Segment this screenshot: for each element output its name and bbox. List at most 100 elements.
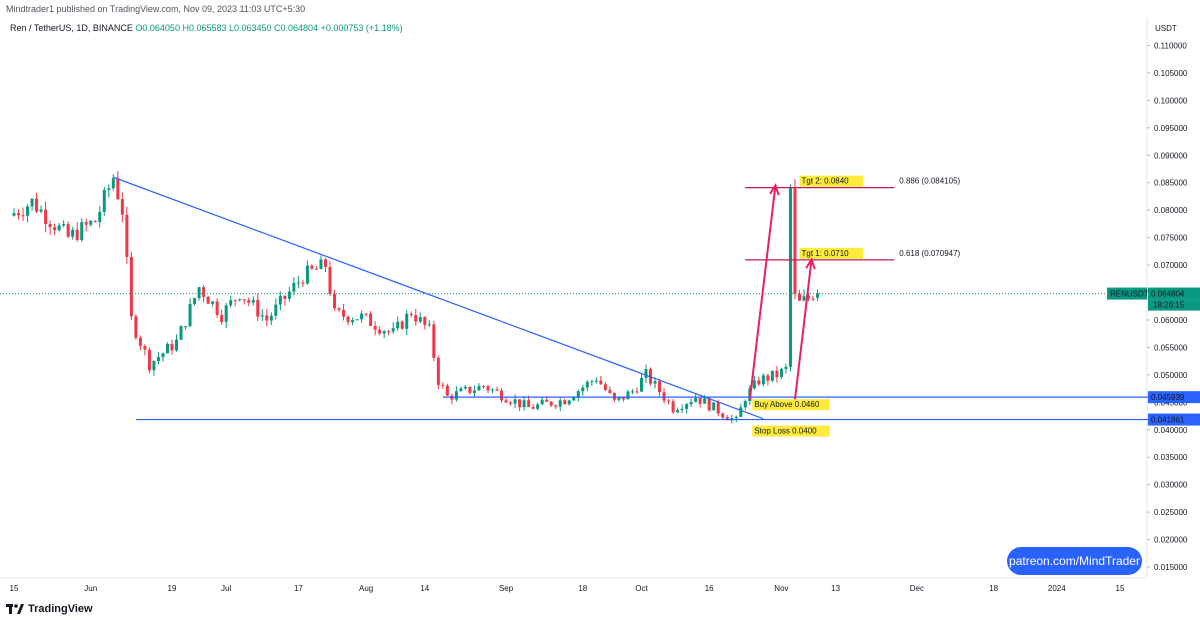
candle-body[interactable] — [761, 375, 765, 385]
candle-body[interactable] — [220, 314, 224, 322]
candle-body[interactable] — [120, 199, 124, 215]
candle-body[interactable] — [477, 385, 481, 391]
candle-body[interactable] — [337, 308, 341, 310]
candle-body[interactable] — [585, 381, 589, 388]
candle-body[interactable] — [797, 294, 801, 301]
candle-body[interactable] — [594, 380, 598, 382]
symbol-label[interactable]: Ren / TetherUS, 1D, BINANCE — [10, 23, 133, 33]
candle-body[interactable] — [427, 324, 431, 326]
candle-body[interactable] — [107, 188, 111, 190]
tradingview-brand[interactable]: TradingView — [6, 603, 93, 615]
candle-body[interactable] — [472, 390, 476, 393]
candle-body[interactable] — [423, 317, 427, 325]
candle-body[interactable] — [725, 417, 729, 421]
candle-body[interactable] — [165, 343, 169, 354]
candle-body[interactable] — [188, 303, 192, 327]
candle-body[interactable] — [156, 357, 160, 361]
candle-body[interactable] — [739, 407, 743, 417]
patreon-badge[interactable]: patreon.com/MindTrader — [1007, 547, 1142, 575]
candle-body[interactable] — [721, 413, 725, 418]
candle-body[interactable] — [233, 300, 237, 302]
candle-body[interactable] — [387, 331, 391, 333]
candle-body[interactable] — [346, 316, 350, 323]
candle-body[interactable] — [802, 296, 806, 301]
candle-body[interactable] — [685, 404, 689, 409]
candle-body[interactable] — [391, 328, 395, 332]
candle-body[interactable] — [409, 313, 413, 316]
candle-body[interactable] — [382, 331, 386, 334]
candle-body[interactable] — [635, 391, 639, 393]
candle-body[interactable] — [193, 298, 197, 304]
candle-body[interactable] — [807, 296, 811, 299]
candle-body[interactable] — [247, 300, 251, 303]
candle-body[interactable] — [495, 389, 499, 391]
candle-body[interactable] — [351, 320, 355, 323]
candle-body[interactable] — [486, 386, 490, 391]
candle-body[interactable] — [134, 316, 138, 338]
candle-body[interactable] — [811, 298, 815, 300]
candle-body[interactable] — [518, 399, 522, 408]
candle-body[interactable] — [283, 295, 287, 299]
candle-body[interactable] — [39, 209, 43, 212]
candle-body[interactable] — [296, 282, 300, 284]
candle-body[interactable] — [459, 388, 463, 392]
candle-body[interactable] — [102, 189, 106, 212]
candle-body[interactable] — [161, 353, 165, 358]
candle-body[interactable] — [143, 345, 147, 350]
candle-body[interactable] — [698, 398, 702, 404]
candle-body[interactable] — [278, 295, 282, 305]
candle-body[interactable] — [590, 381, 594, 383]
candle-body[interactable] — [378, 329, 382, 334]
candle-body[interactable] — [454, 391, 458, 400]
candle-body[interactable] — [757, 380, 761, 385]
candle-body[interactable] — [766, 375, 770, 381]
candle-body[interactable] — [116, 178, 120, 200]
candle-body[interactable] — [53, 227, 57, 231]
candle-body[interactable] — [680, 408, 684, 411]
candle-body[interactable] — [152, 360, 156, 371]
candle-body[interactable] — [333, 294, 337, 309]
candle-body[interactable] — [572, 397, 576, 401]
candle-body[interactable] — [630, 391, 634, 393]
candle-body[interactable] — [211, 301, 215, 304]
candle-body[interactable] — [175, 339, 179, 351]
candle-body[interactable] — [301, 282, 305, 284]
candle-body[interactable] — [545, 399, 549, 402]
candle-body[interactable] — [658, 381, 662, 393]
candle-body[interactable] — [612, 392, 616, 400]
candle-body[interactable] — [35, 198, 39, 212]
candle-body[interactable] — [527, 400, 531, 408]
candle-body[interactable] — [184, 326, 188, 328]
candle-body[interactable] — [414, 315, 418, 322]
candle-body[interactable] — [138, 337, 142, 346]
candle-body[interactable] — [310, 265, 314, 269]
candle-body[interactable] — [305, 265, 309, 284]
candle-body[interactable] — [224, 305, 228, 322]
candle-body[interactable] — [445, 385, 449, 396]
candle-body[interactable] — [287, 291, 291, 299]
candle-body[interactable] — [441, 384, 445, 386]
candle-body[interactable] — [554, 405, 558, 407]
candle-body[interactable] — [563, 400, 567, 405]
candle-body[interactable] — [71, 229, 75, 237]
candle-body[interactable] — [639, 377, 643, 392]
candle-body[interactable] — [599, 380, 603, 385]
candle-body[interactable] — [676, 410, 680, 413]
candle-body[interactable] — [256, 299, 260, 317]
candle-body[interactable] — [342, 309, 346, 317]
candle-body[interactable] — [373, 326, 377, 330]
candle-body[interactable] — [621, 396, 625, 400]
candle-body[interactable] — [509, 402, 513, 404]
candle-body[interactable] — [206, 296, 210, 304]
candle-body[interactable] — [147, 349, 151, 371]
candle-body[interactable] — [671, 401, 675, 413]
candle-body[interactable] — [292, 282, 296, 292]
candle-body[interactable] — [531, 407, 535, 409]
candle-body[interactable] — [608, 390, 612, 393]
candle-body[interactable] — [418, 317, 422, 322]
candle-body[interactable] — [80, 222, 84, 241]
candle-body[interactable] — [400, 321, 404, 329]
trendline[interactable] — [113, 176, 764, 420]
candle-body[interactable] — [98, 211, 102, 223]
candle-body[interactable] — [26, 206, 30, 216]
